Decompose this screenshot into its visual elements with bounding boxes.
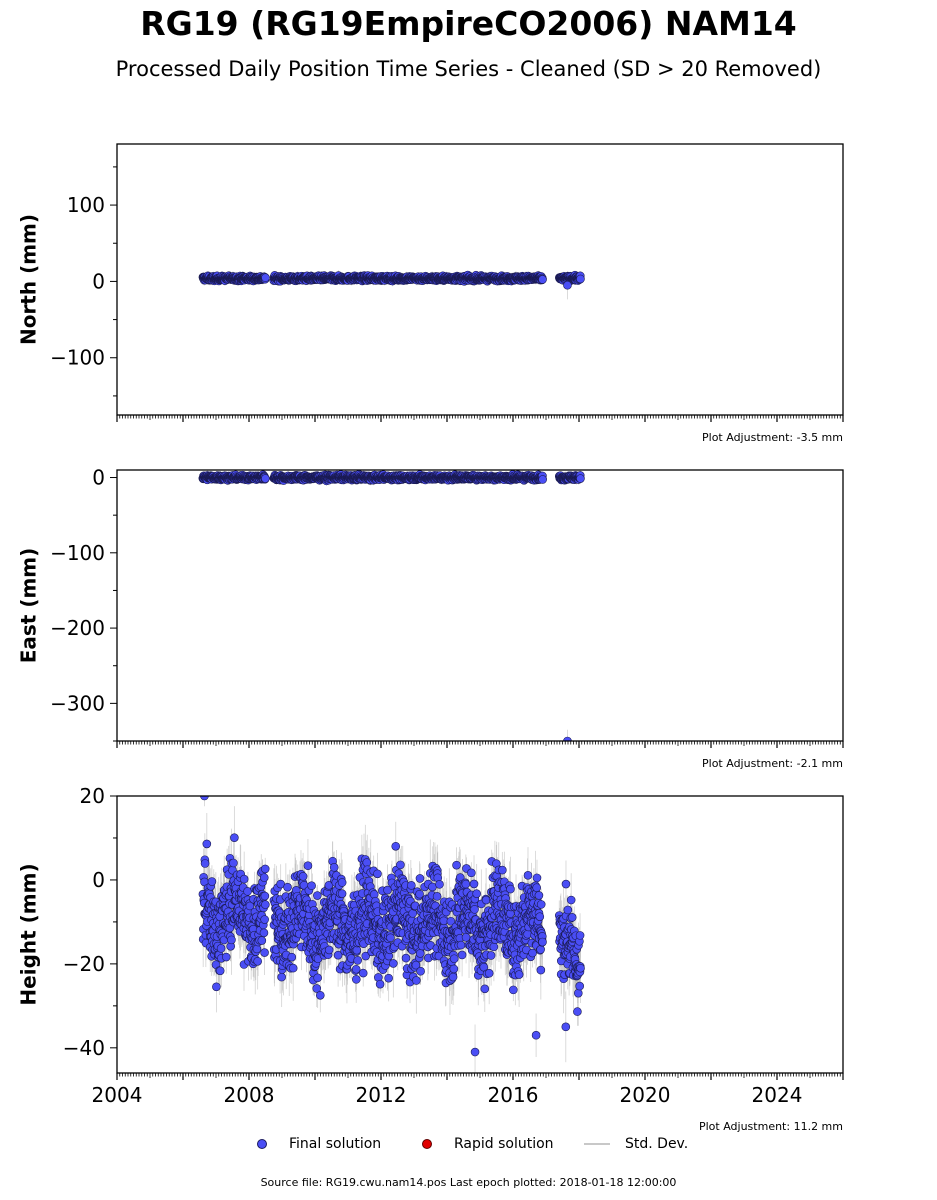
final-solution-points — [198, 270, 585, 290]
chart-subtitle: Processed Daily Position Time Series - C… — [115, 57, 822, 81]
y-tick-label: −100 — [50, 346, 105, 370]
data-layer — [198, 470, 585, 741]
y-tick-label: 0 — [92, 269, 105, 293]
std-dev-bars — [202, 470, 581, 741]
data-point — [563, 280, 572, 290]
data-point — [576, 274, 585, 284]
chart-title: RG19 (RG19EmpireCO2006) NAM14 — [140, 4, 797, 43]
data-layer — [198, 270, 585, 300]
y-axis-label: North (mm) — [17, 214, 41, 345]
y-tick-label: 100 — [67, 193, 105, 217]
data-point — [538, 275, 547, 284]
panel-1: −100 0 100 North (mm) Plot Adjustment: -3.5 … — [17, 143, 844, 444]
data-point — [261, 273, 270, 283]
plot-adjustment-note: Plot Adjustment: -3.5 mm — [702, 431, 843, 444]
